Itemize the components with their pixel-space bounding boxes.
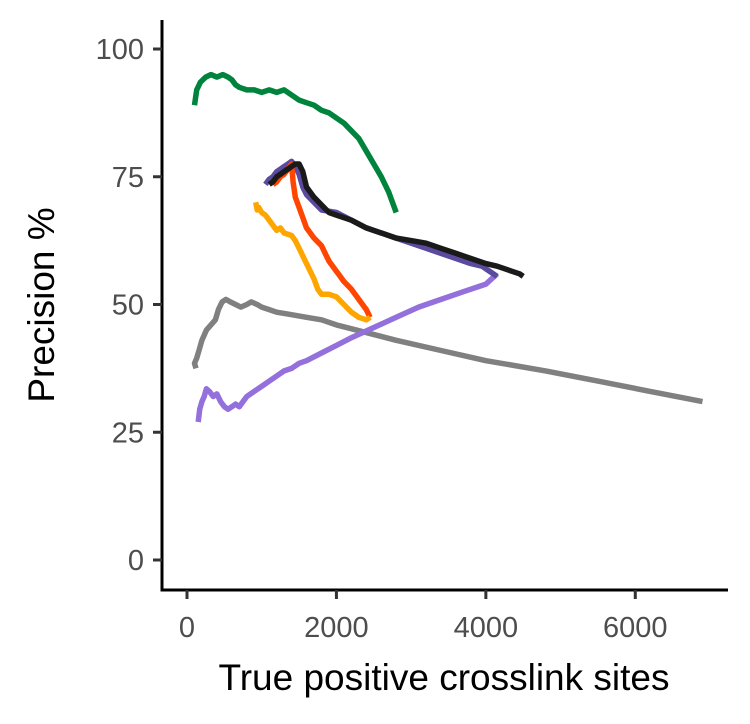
- x-axis-title: True positive crosslink sites: [219, 657, 670, 698]
- series-layer: [191, 71, 704, 423]
- y-axis-title: Precision %: [21, 207, 62, 402]
- y-tick-label-75: 75: [112, 162, 144, 194]
- x-tick-label-2000: 2000: [304, 612, 369, 644]
- series-line-7: [267, 161, 525, 279]
- x-tick-label-6000: 6000: [603, 612, 668, 644]
- ticks-layer: 0 2000 4000 6000 0 25 50 75 100: [96, 34, 668, 644]
- series-line-6: [253, 201, 372, 323]
- series-line-4: [263, 158, 499, 279]
- y-tick-label-0: 0: [128, 545, 144, 577]
- series-line-2: [195, 271, 499, 423]
- series-line-3: [191, 71, 399, 214]
- series-line-1: [191, 296, 704, 405]
- x-tick-label-4000: 4000: [454, 612, 519, 644]
- x-tick-label-0: 0: [179, 612, 195, 644]
- y-tick-label-25: 25: [112, 417, 144, 449]
- y-tick-label-50: 50: [112, 290, 144, 322]
- y-tick-label-100: 100: [96, 34, 144, 66]
